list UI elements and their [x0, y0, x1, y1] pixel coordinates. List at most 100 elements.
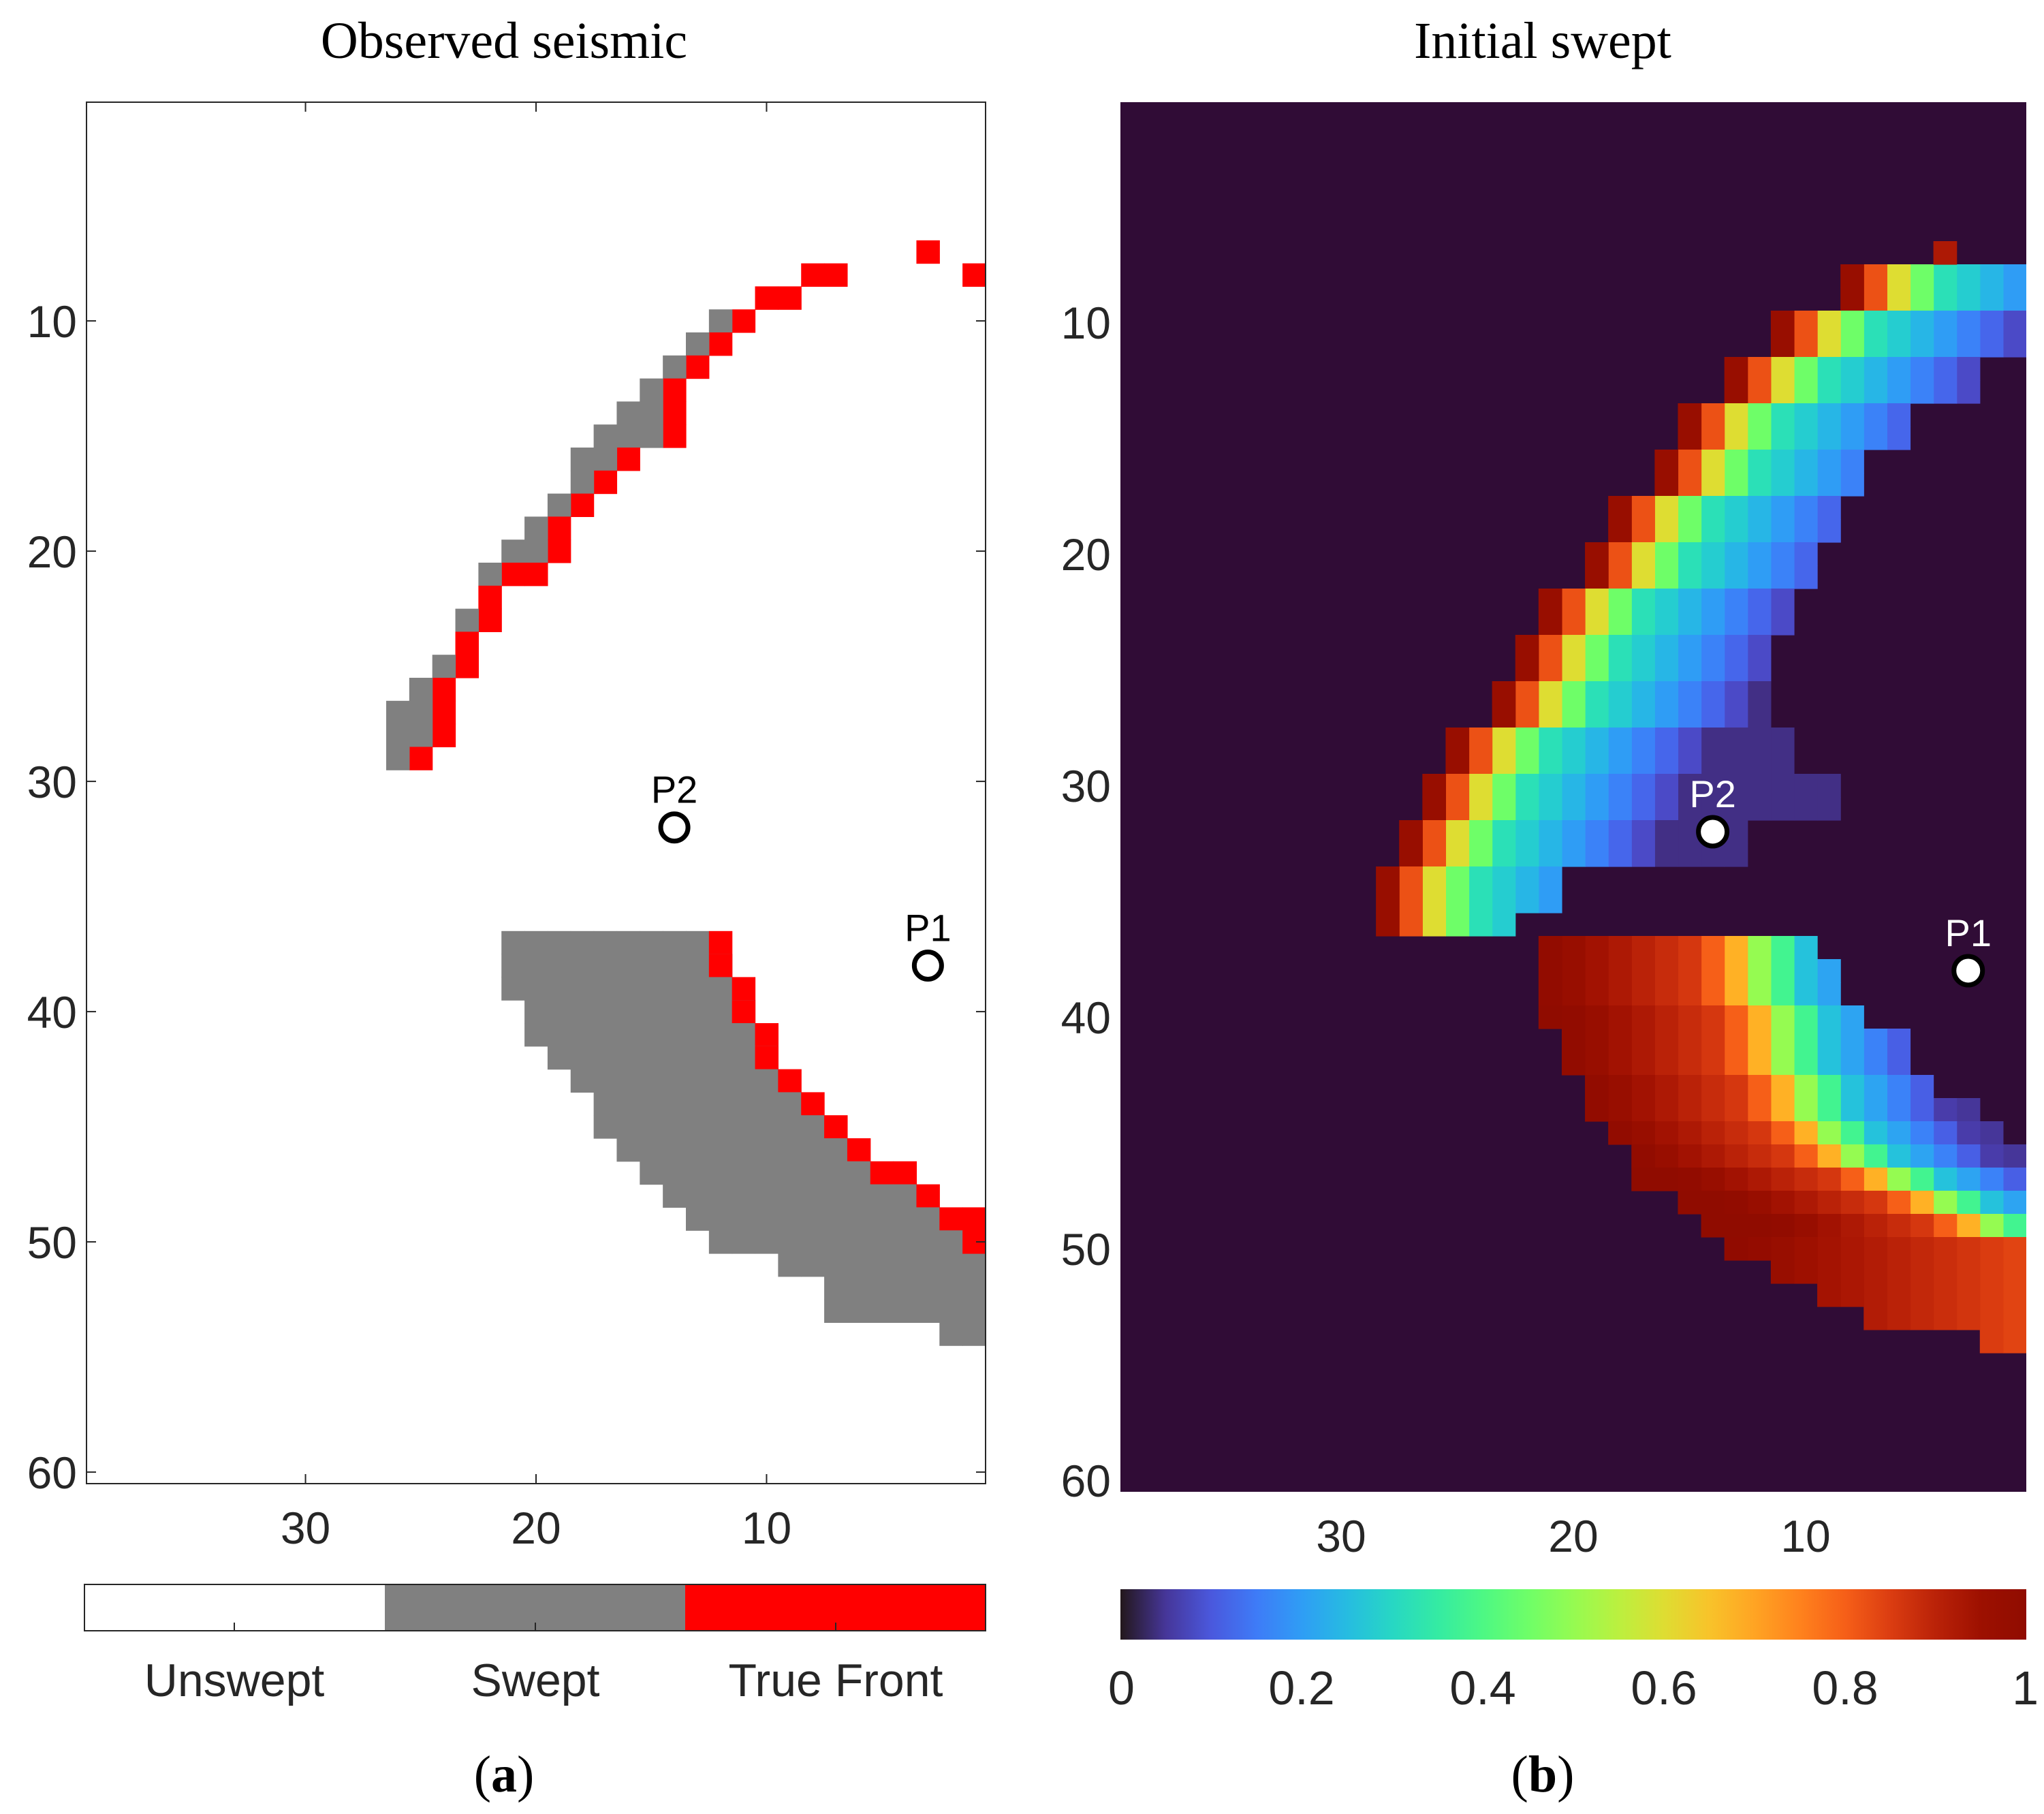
heat-cell: [1979, 1260, 2004, 1284]
swept-cell: [893, 1230, 917, 1254]
heat-cell: [1817, 1214, 1841, 1238]
heat-cell: [1585, 936, 1609, 960]
heat-cell: [1887, 403, 1911, 427]
heat-cell: [1840, 1144, 1864, 1168]
heat-cell: [1910, 264, 1934, 288]
heat-cell: [1956, 264, 1981, 288]
panel-a-heatmap: [87, 102, 986, 1484]
swept-cell: [801, 1253, 825, 1277]
heat-cell: [1724, 959, 1748, 983]
heat-cell: [1747, 1121, 1772, 1145]
heat-cell: [1678, 426, 1702, 450]
heat-cell: [1910, 1098, 1934, 1122]
heat-cell: [1793, 311, 1818, 334]
heat-cell: [1793, 1237, 1818, 1261]
heat-cell: [1561, 843, 1586, 867]
swept-cell: [663, 1184, 687, 1208]
swept-cell: [593, 1023, 618, 1047]
heat-cell: [1770, 797, 1795, 821]
heat-cell: [1654, 1029, 1679, 1052]
swept-cell: [686, 931, 710, 955]
swept-cell: [708, 1207, 733, 1231]
heat-cell: [1910, 1283, 1934, 1307]
legend-label-true-front: True Front: [729, 1655, 943, 1706]
y-tick-label: 60: [27, 1448, 77, 1498]
swept-cell: [939, 1322, 963, 1346]
heat-cell: [1468, 820, 1493, 844]
heat-cell: [1608, 1029, 1632, 1052]
swept-cell: [547, 954, 571, 978]
point-marker: [911, 950, 944, 982]
heat-cell: [1608, 1005, 1632, 1029]
heat-cell: [1933, 1121, 1957, 1145]
heat-cell: [1817, 1121, 1841, 1145]
heat-cell: [1747, 565, 1772, 589]
heat-cell: [1724, 1214, 1748, 1238]
heat-cell: [1678, 704, 1702, 728]
heat-cell: [1422, 797, 1447, 821]
heat-cell: [1840, 1214, 1864, 1238]
swept-cell: [778, 1184, 802, 1208]
heat-cell: [1793, 450, 1818, 473]
swept-cell: [547, 1046, 571, 1070]
heat-cell: [1678, 982, 1702, 1006]
heat-cell: [1747, 542, 1772, 566]
swept-cell: [570, 954, 595, 978]
heat-cell: [1887, 1260, 1911, 1284]
heat-cell: [1887, 287, 1911, 311]
heat-cell: [1956, 1168, 1981, 1191]
swept-cell: [409, 700, 433, 725]
heat-cell: [1654, 450, 1679, 473]
heat-cell: [1747, 473, 1772, 497]
heat-cell: [1747, 1168, 1772, 1191]
heat-cell: [1747, 612, 1772, 636]
front-cell: [686, 355, 710, 379]
heat-cell: [1608, 1052, 1632, 1076]
swept-cell: [870, 1276, 894, 1300]
swept-cell: [570, 977, 595, 1001]
y-tick-label: 10: [1061, 298, 1111, 348]
heat-cell: [1910, 1168, 1934, 1191]
heat-cell: [1770, 542, 1795, 566]
heat-cell: [1585, 982, 1609, 1006]
heat-cell: [2002, 1214, 2026, 1238]
swept-cell: [778, 1115, 802, 1139]
heat-cell: [1910, 1307, 1934, 1330]
swept-cell: [663, 1046, 687, 1070]
swept-cell: [593, 977, 618, 1001]
swept-cell: [616, 977, 640, 1001]
heat-cell: [1933, 1214, 1957, 1238]
front-cell: [570, 493, 595, 517]
heat-cell: [1747, 658, 1772, 682]
heat-cell: [1724, 450, 1748, 473]
heat-cell: [1724, 751, 1748, 775]
front-cell: [916, 1184, 940, 1208]
heat-cell: [1933, 380, 1957, 404]
heat-cell: [1468, 866, 1493, 890]
swept-cell: [686, 1046, 710, 1070]
heat-cell: [1979, 1330, 2004, 1354]
heat-cell: [1864, 1283, 1887, 1307]
heat-cell: [1631, 612, 1655, 636]
panel-a-points: P2 P1: [651, 768, 952, 982]
heat-cell: [1678, 450, 1702, 473]
point-marker: [658, 811, 691, 844]
front-cell: [593, 470, 618, 495]
swept-cell: [663, 977, 687, 1001]
swept-cell: [524, 977, 548, 1001]
heat-cell: [1561, 982, 1586, 1006]
swept-cell: [870, 1207, 894, 1231]
heat-cell: [1979, 311, 2004, 334]
swept-cell: [755, 1230, 779, 1254]
front-cell: [616, 448, 640, 471]
swept-cell: [386, 723, 410, 747]
panel-b-ticks: 10 20 30 40 50 60 30 20 10: [1061, 298, 1831, 1561]
heat-cell: [1887, 1214, 1911, 1238]
x-tick-label: 20: [511, 1503, 561, 1553]
heat-cell: [1887, 334, 1911, 358]
heat-cell: [1724, 1052, 1748, 1076]
front-cell: [962, 1207, 986, 1231]
heat-cell: [1864, 311, 1887, 334]
heat-cell: [1701, 728, 1725, 751]
heat-cell: [1747, 1144, 1772, 1168]
